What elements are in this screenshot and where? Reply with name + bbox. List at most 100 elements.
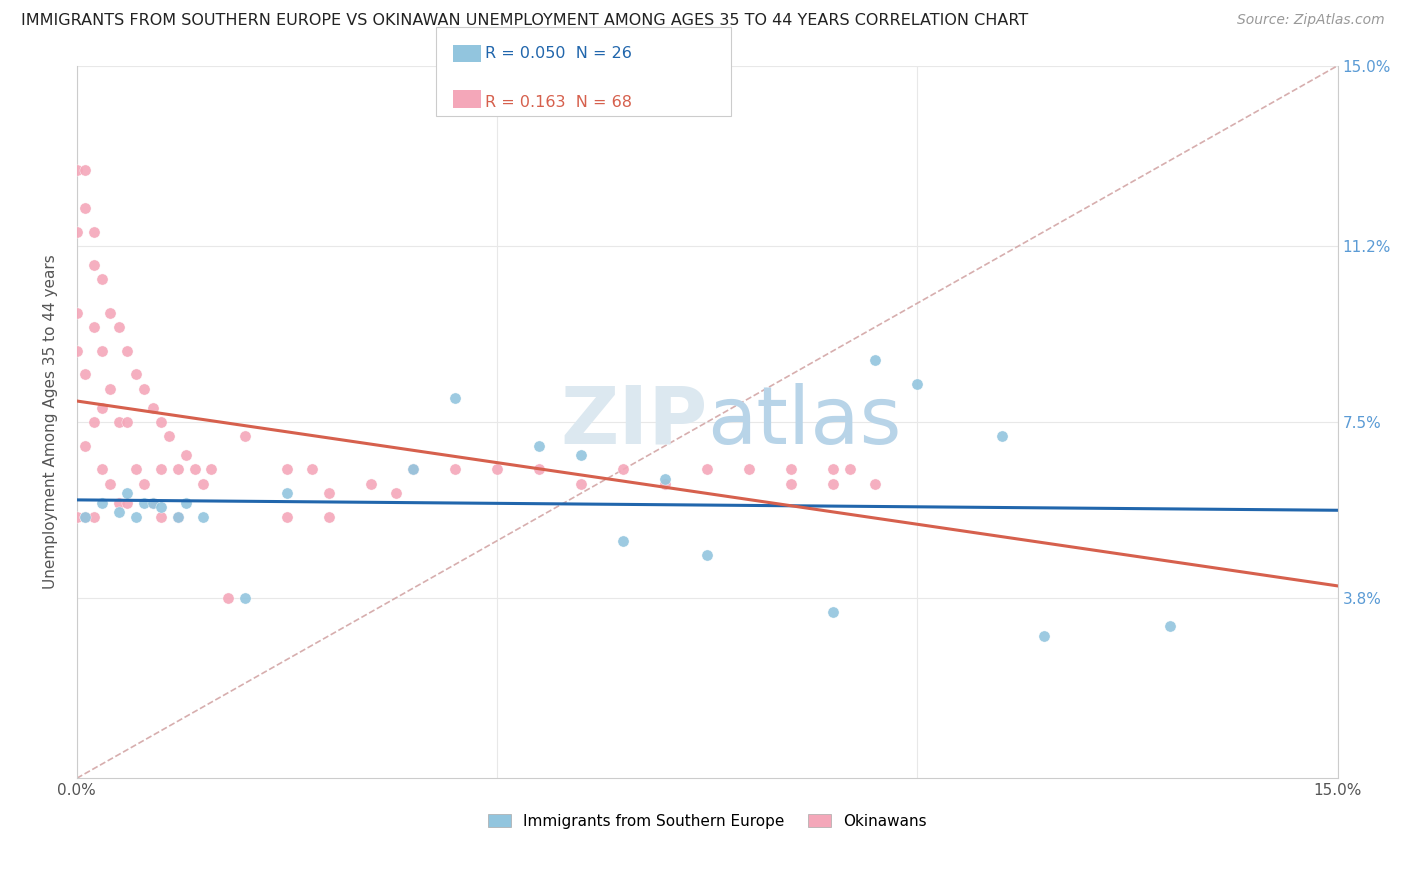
Point [360, 476, 382, 491]
Point [117, 496, 139, 510]
Point [75, 510, 97, 524]
Point [75, 368, 97, 382]
Point [907, 376, 929, 391]
Point [612, 462, 634, 476]
Point [823, 605, 845, 619]
Point [200, 462, 222, 476]
Point [385, 486, 408, 500]
Point [865, 476, 887, 491]
Text: R = 0.050  N = 26: R = 0.050 N = 26 [485, 46, 631, 62]
Point [83, 258, 105, 272]
Point [157, 429, 180, 443]
Point [117, 415, 139, 429]
Text: ZIP: ZIP [560, 383, 707, 461]
Point [83, 415, 105, 429]
Point [696, 548, 718, 562]
Point [276, 486, 298, 500]
Point [1159, 619, 1181, 633]
Point [100, 476, 122, 491]
Point [100, 305, 122, 319]
Point [134, 496, 156, 510]
Point [166, 510, 188, 524]
Point [66, 225, 89, 239]
Point [108, 496, 131, 510]
Point [149, 510, 172, 524]
Point [402, 462, 425, 476]
Point [75, 201, 97, 215]
Point [117, 486, 139, 500]
Point [66, 305, 89, 319]
Point [318, 510, 340, 524]
Point [444, 391, 467, 405]
Point [191, 510, 214, 524]
Point [149, 462, 172, 476]
Point [75, 510, 97, 524]
Point [318, 486, 340, 500]
Point [183, 462, 205, 476]
Point [823, 462, 845, 476]
Point [66, 163, 89, 178]
Point [780, 462, 803, 476]
Point [738, 462, 761, 476]
Y-axis label: Unemployment Among Ages 35 to 44 years: Unemployment Among Ages 35 to 44 years [44, 254, 58, 590]
Point [780, 476, 803, 491]
Point [117, 343, 139, 358]
Point [233, 429, 256, 443]
Point [654, 476, 676, 491]
Point [654, 472, 676, 486]
Point [83, 225, 105, 239]
Point [66, 510, 89, 524]
Point [233, 591, 256, 605]
Point [149, 415, 172, 429]
Point [166, 462, 188, 476]
Point [865, 353, 887, 368]
Point [134, 476, 156, 491]
Point [174, 496, 197, 510]
Point [402, 462, 425, 476]
Point [612, 533, 634, 548]
Point [1032, 629, 1054, 643]
Point [486, 462, 509, 476]
Point [276, 462, 298, 476]
Text: R = 0.163  N = 68: R = 0.163 N = 68 [485, 95, 633, 110]
Point [125, 368, 148, 382]
Point [823, 476, 845, 491]
Point [125, 510, 148, 524]
Point [66, 343, 89, 358]
Point [108, 505, 131, 519]
Point [839, 462, 862, 476]
Point [75, 439, 97, 453]
Text: IMMIGRANTS FROM SOUTHERN EUROPE VS OKINAWAN UNEMPLOYMENT AMONG AGES 35 TO 44 YEA: IMMIGRANTS FROM SOUTHERN EUROPE VS OKINA… [21, 13, 1028, 29]
Text: Source: ZipAtlas.com: Source: ZipAtlas.com [1237, 13, 1385, 28]
Point [141, 496, 163, 510]
Point [134, 382, 156, 396]
Text: atlas: atlas [707, 383, 901, 461]
Point [141, 401, 163, 415]
Point [301, 462, 323, 476]
Point [91, 343, 114, 358]
Point [83, 319, 105, 334]
Point [527, 439, 550, 453]
Point [108, 415, 131, 429]
Point [569, 476, 592, 491]
Point [569, 448, 592, 462]
Point [100, 382, 122, 396]
Point [91, 272, 114, 286]
Point [149, 500, 172, 515]
Point [108, 319, 131, 334]
Point [191, 476, 214, 491]
Point [91, 401, 114, 415]
Point [990, 429, 1012, 443]
Point [125, 462, 148, 476]
Point [527, 462, 550, 476]
Legend: Immigrants from Southern Europe, Okinawans: Immigrants from Southern Europe, Okinawa… [482, 807, 932, 835]
Point [166, 510, 188, 524]
Point [75, 163, 97, 178]
Point [276, 510, 298, 524]
Point [444, 462, 467, 476]
Point [141, 496, 163, 510]
Point [217, 591, 239, 605]
Point [174, 448, 197, 462]
Point [696, 462, 718, 476]
Point [91, 496, 114, 510]
